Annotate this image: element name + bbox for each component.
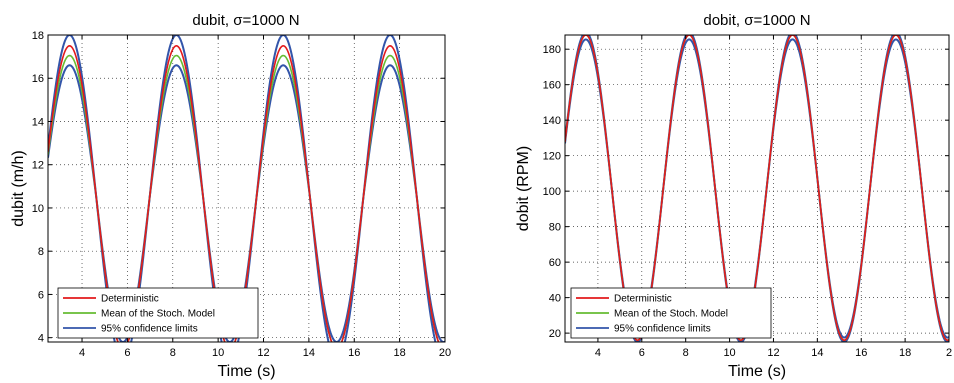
x-tick-label: 2 (946, 347, 952, 359)
legend-label: Mean of the Stoch. Model (614, 309, 728, 320)
y-tick-label: 180 (543, 44, 561, 56)
x-tick-label: 8 (683, 347, 689, 359)
legend-label: Deterministic (101, 294, 159, 305)
y-tick-label: 40 (549, 293, 561, 305)
y-tick-label: 120 (543, 151, 561, 163)
y-tick-label: 80 (549, 222, 561, 234)
legend: Deterministic Mean of the Stoch. Model 95%… (57, 287, 259, 339)
legend-label: 95% confidence limits (614, 324, 711, 335)
y-tick-label: 160 (543, 80, 561, 92)
chart-title: dobit, σ=1000 N (703, 12, 810, 29)
axes-frame (47, 34, 446, 343)
x-tick-label: 12 (257, 347, 269, 359)
x-tick-label: 20 (439, 347, 451, 359)
x-tick-label: 10 (212, 347, 224, 359)
x-tick-label: 16 (348, 347, 360, 359)
legend-label: 95% confidence limits (101, 324, 198, 335)
x-tick-label: 18 (394, 347, 406, 359)
legend-label: Mean of the Stoch. Model (101, 309, 215, 320)
y-tick-label: 20 (549, 328, 561, 340)
y-axis-label: dobit (RPM) (515, 146, 532, 231)
x-tick-label: 10 (723, 347, 735, 359)
x-axis-label: Time (s) (217, 363, 275, 380)
x-tick-label: 6 (124, 347, 130, 359)
y-tick-label: 10 (32, 203, 44, 215)
x-tick-label: 14 (303, 347, 315, 359)
y-axis-label: dubit (m/h) (10, 150, 27, 226)
x-tick-label: 14 (811, 347, 823, 359)
chart-title: dubit, σ=1000 N (192, 12, 299, 29)
y-tick-label: 4 (38, 333, 44, 345)
y-tick-label: 12 (32, 160, 44, 172)
y-tick-label: 14 (32, 116, 44, 128)
y-tick-label: 18 (32, 30, 44, 42)
x-tick-label: 18 (899, 347, 911, 359)
y-tick-label: 6 (38, 289, 44, 301)
x-tick-label: 12 (767, 347, 779, 359)
legend-label: Deterministic (614, 294, 672, 305)
chart-1: 4 6 8 10 12 14 16 18 20 4 6 8 10 12 14 16 18 dubit, σ=100… (10, 12, 451, 380)
y-tick-label: 100 (543, 186, 561, 198)
grid (565, 35, 950, 342)
chart-2: 4 6 8 10 12 14 16 18 2 20 40 60 80 100 120 140 160 180 dob… (515, 12, 952, 380)
legend: Deterministic Mean of the Stoch. Model 95%… (570, 287, 772, 339)
x-tick-label: 4 (79, 347, 85, 359)
x-tick-label: 16 (855, 347, 867, 359)
y-tick-label: 140 (543, 115, 561, 127)
y-tick-label: 60 (549, 257, 561, 269)
x-tick-label: 4 (595, 347, 601, 359)
x-axis-label: Time (s) (728, 363, 786, 380)
x-tick-label: 8 (170, 347, 176, 359)
axes-frame (564, 34, 950, 343)
y-tick-label: 16 (32, 73, 44, 85)
y-tick-label: 8 (38, 246, 44, 258)
x-tick-label: 6 (639, 347, 645, 359)
